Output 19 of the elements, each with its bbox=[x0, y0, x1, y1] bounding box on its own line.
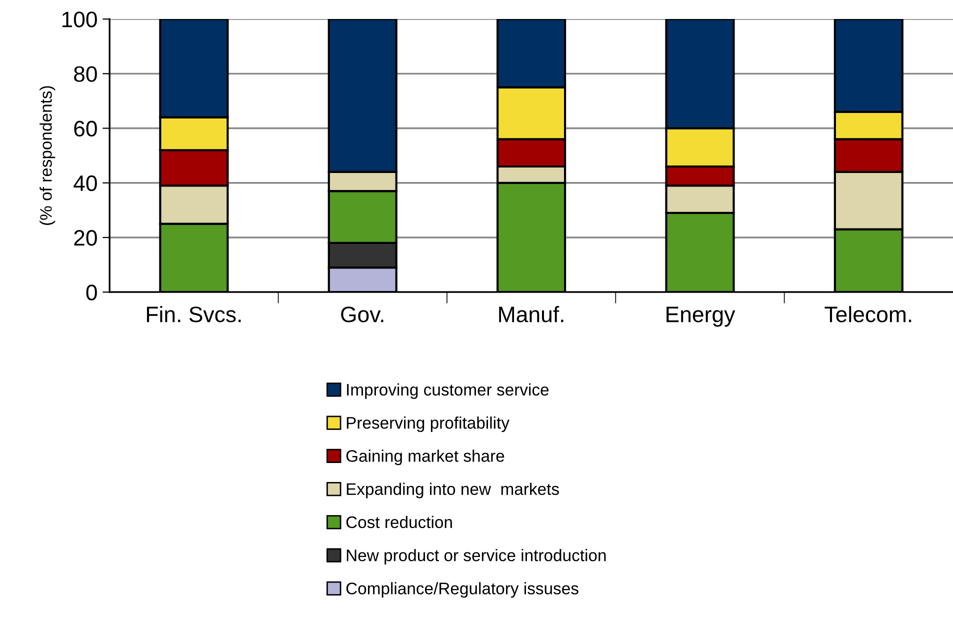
y-tick-label: 40 bbox=[74, 175, 97, 192]
y-tick-label: 80 bbox=[74, 66, 97, 82]
x-tick-label: Telecom. bbox=[824, 306, 912, 322]
y-tick-label: 0 bbox=[86, 284, 97, 300]
x-tick-label: Energy bbox=[666, 306, 736, 327]
legend-label: Gaining market share bbox=[346, 450, 504, 466]
x-tick-label: Fin. Svcs. bbox=[146, 306, 241, 322]
y-tick-label: 20 bbox=[74, 230, 97, 246]
x-tick-label: Gov. bbox=[341, 306, 384, 322]
legend-label: Preserving profitability bbox=[346, 416, 510, 432]
legend-label: Expanding into new markets bbox=[346, 482, 559, 498]
y-axis-title: (% of respondents) bbox=[40, 86, 56, 225]
legend-label: New product or service introduction bbox=[346, 549, 606, 565]
y-tick-label: 60 bbox=[74, 120, 97, 137]
legend-label: Compliance/Regulatory issuses bbox=[346, 582, 578, 598]
y-tick-label: 100 bbox=[62, 12, 97, 28]
x-tick-label: Manuf. bbox=[499, 306, 564, 322]
legend-label: Cost reduction bbox=[346, 516, 452, 528]
legend-label: Improving customer service bbox=[347, 383, 549, 399]
